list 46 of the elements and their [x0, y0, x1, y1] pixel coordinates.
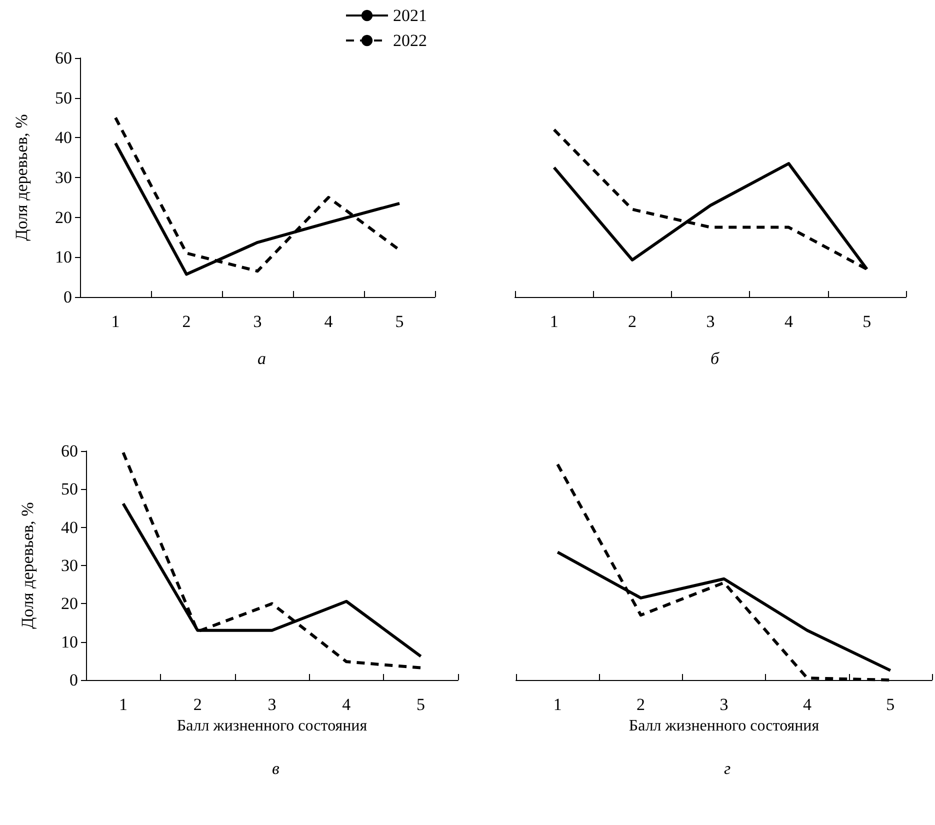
x-tick-label: 5	[416, 695, 426, 714]
x-tick-label: 4	[802, 695, 812, 714]
x-tick-label: 3	[253, 312, 262, 331]
x-tick-label: 2	[182, 312, 191, 331]
text: в	[272, 759, 280, 778]
y-tick-label: 60	[55, 48, 72, 68]
y-tick-label: 30	[55, 168, 72, 187]
y-axis-title: Доля деревьев, %	[12, 114, 31, 241]
line-series	[122, 451, 422, 670]
y-tick-label: 50	[55, 88, 72, 108]
x-tick-label: 4	[324, 312, 334, 331]
y-tick-label: 40	[61, 518, 78, 537]
x-tick-label: 5	[886, 695, 895, 714]
x-axis-title: Балл жизненного состояния	[176, 718, 368, 734]
y-tick-label: 50	[61, 480, 78, 499]
y-tick-label: 0	[70, 670, 78, 690]
x-tick-label: 1	[118, 695, 128, 714]
y-tick-label: 10	[61, 632, 78, 652]
x-tick-label: 5	[395, 312, 404, 331]
y-axis-title: Доля деревьев, %	[18, 502, 37, 629]
text: а	[258, 349, 266, 368]
legend-label: 2021	[393, 6, 427, 25]
y-tick-label: 10	[55, 248, 72, 267]
x-tick-label: 2	[193, 695, 202, 714]
text: г	[724, 759, 731, 778]
text: б	[710, 349, 720, 368]
x-tick-label: 3	[706, 312, 715, 331]
y-tick-label: 60	[61, 442, 78, 460]
line-series	[114, 116, 401, 273]
x-tick-label: 2	[636, 695, 646, 714]
x-axis-title: Балл жизненного состояния	[628, 718, 820, 734]
x-tick-label: 4	[342, 695, 352, 714]
x-tick-label: 3	[268, 695, 276, 714]
x-tick-label: 1	[550, 312, 558, 331]
y-tick-label: 20	[61, 594, 78, 614]
y-tick-label: 0	[64, 288, 72, 306]
x-tick-label: 3	[720, 695, 728, 714]
x-tick-label: 5	[862, 312, 872, 331]
y-tick-label: 20	[55, 208, 72, 227]
x-tick-label: 4	[784, 312, 794, 331]
x-tick-label: 1	[553, 695, 562, 714]
y-tick-label: 40	[55, 128, 72, 148]
legend-label: 2022	[393, 31, 427, 50]
x-tick-label: 1	[111, 312, 120, 331]
x-tick-label: 2	[628, 312, 637, 331]
y-tick-label: 30	[61, 556, 78, 575]
